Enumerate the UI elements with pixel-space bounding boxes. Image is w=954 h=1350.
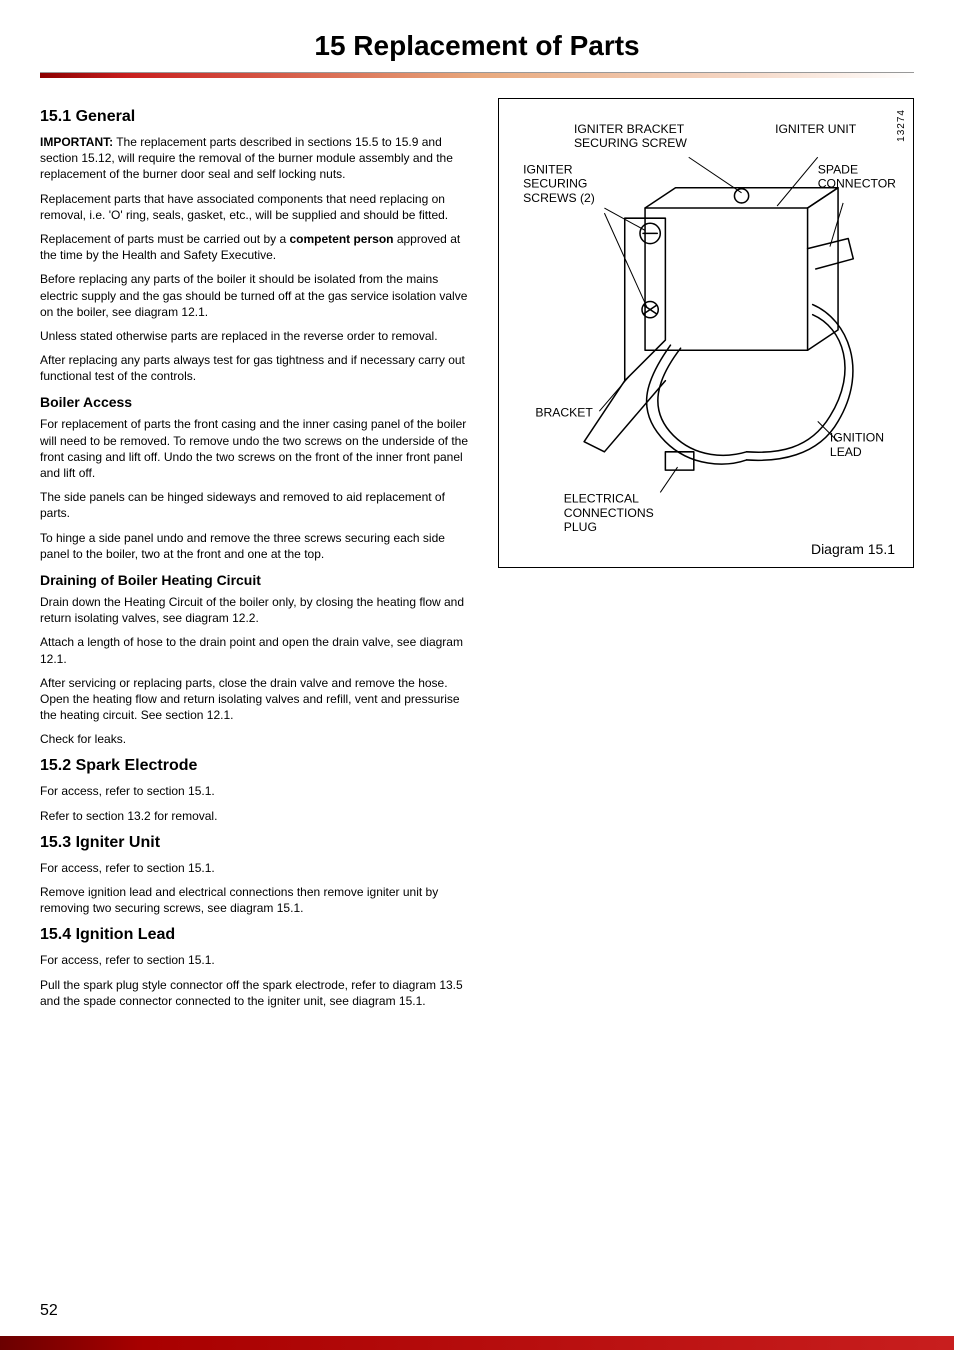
para-15-1-2: Replacement parts that have associated c… (40, 191, 470, 223)
para-15-2-1: For access, refer to section 15.1. (40, 783, 470, 799)
competent-person: competent person (289, 232, 393, 246)
label-ignition-lead-l2: LEAD (830, 445, 862, 459)
label-igniter-bracket-screw-l2: SECURING SCREW (574, 136, 687, 150)
para-15-3-2: Remove ignition lead and electrical conn… (40, 884, 470, 916)
right-column: 13274 (498, 98, 914, 1017)
para-drain-1: Drain down the Heating Circuit of the bo… (40, 594, 470, 626)
label-igniter-unit: IGNITER UNIT (775, 122, 857, 136)
important-label: IMPORTANT: (40, 135, 113, 149)
title-rule (40, 72, 914, 78)
diagram-svg: IGNITER BRACKET SECURING SCREW IGNITER U… (513, 113, 899, 557)
heading-15-3: 15.3 Igniter Unit (40, 834, 470, 852)
label-spade-l1: SPADE (818, 162, 858, 176)
para-15-1-4: Before replacing any parts of the boiler… (40, 271, 470, 320)
label-igniter-securing-l1: IGNITER (523, 162, 573, 176)
heading-15-1: 15.1 General (40, 108, 470, 126)
para-15-1-3a: Replacement of parts must be carried out… (40, 232, 289, 246)
para-15-1-1: IMPORTANT: The replacement parts describ… (40, 134, 470, 183)
label-ignition-lead-l1: IGNITION (830, 431, 884, 445)
label-igniter-securing-l3: SCREWS (2) (523, 191, 595, 205)
para-boiler-2: The side panels can be hinged sideways a… (40, 489, 470, 521)
diagram-15-1: 13274 (498, 98, 914, 568)
para-boiler-1: For replacement of parts the front casin… (40, 416, 470, 481)
label-bracket: BRACKET (535, 405, 593, 419)
heading-15-4: 15.4 Ignition Lead (40, 926, 470, 944)
page-title: 15 Replacement of Parts (40, 30, 914, 62)
para-drain-2: Attach a length of hose to the drain poi… (40, 634, 470, 666)
para-15-4-2: Pull the spark plug style connector off … (40, 977, 470, 1009)
left-column: 15.1 General IMPORTANT: The replacement … (40, 98, 470, 1017)
content-columns: 15.1 General IMPORTANT: The replacement … (40, 98, 914, 1017)
para-15-1-3: Replacement of parts must be carried out… (40, 231, 470, 263)
para-drain-3: After servicing or replacing parts, clos… (40, 675, 470, 724)
para-15-4-1: For access, refer to section 15.1. (40, 952, 470, 968)
para-15-1-5: Unless stated otherwise parts are replac… (40, 328, 470, 344)
label-spade-l2: CONNECTOR (818, 177, 896, 191)
para-15-1-6: After replacing any parts always test fo… (40, 352, 470, 384)
diagram-caption: Diagram 15.1 (811, 541, 895, 557)
label-elec-plug-l1: ELECTRICAL (564, 492, 639, 506)
para-15-2-2: Refer to section 13.2 for removal. (40, 808, 470, 824)
subheading-draining: Draining of Boiler Heating Circuit (40, 572, 470, 588)
heading-15-2: 15.2 Spark Electrode (40, 757, 470, 775)
subheading-boiler-access: Boiler Access (40, 394, 470, 410)
page-number: 52 (40, 1302, 58, 1320)
label-elec-plug-l3: PLUG (564, 520, 597, 534)
label-igniter-bracket-screw-l1: IGNITER BRACKET (574, 122, 685, 136)
para-15-3-1: For access, refer to section 15.1. (40, 860, 470, 876)
footer-bar (0, 1336, 954, 1350)
para-boiler-3: To hinge a side panel undo and remove th… (40, 530, 470, 562)
para-drain-4: Check for leaks. (40, 731, 470, 747)
label-igniter-securing-l2: SECURING (523, 177, 587, 191)
label-elec-plug-l2: CONNECTIONS (564, 506, 654, 520)
diagram-drawing-number: 13274 (896, 109, 907, 142)
